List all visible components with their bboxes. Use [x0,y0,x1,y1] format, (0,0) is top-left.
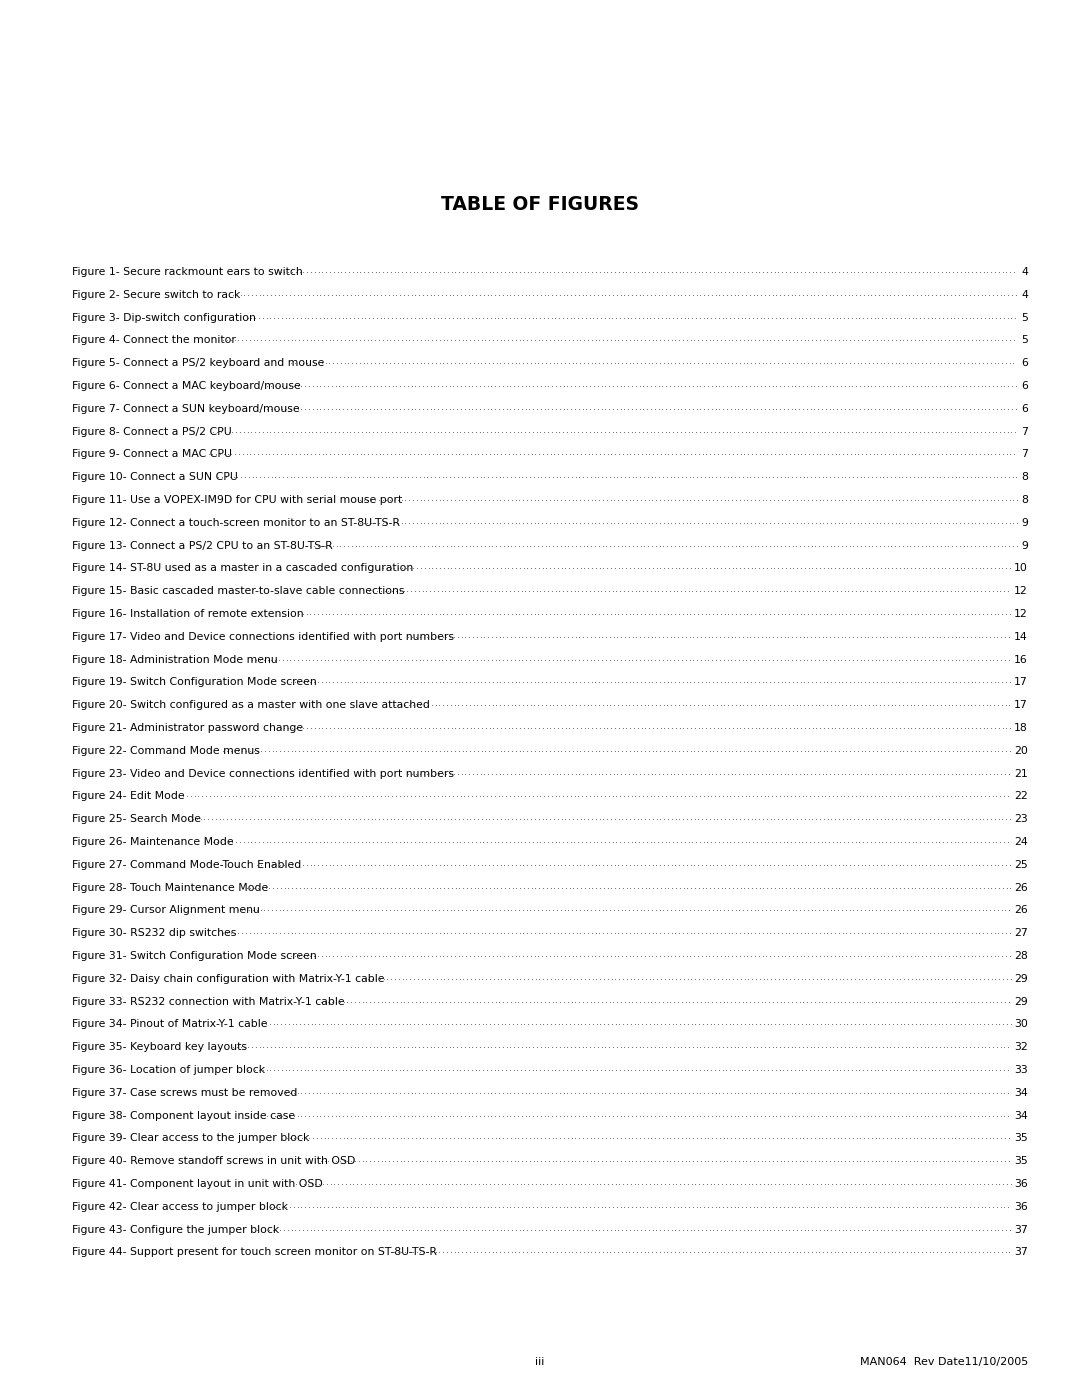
Text: 8: 8 [1021,495,1028,504]
Text: Figure 22- Command Mode menus: Figure 22- Command Mode menus [72,746,264,756]
Text: MAN064  Rev Date11/10/2005: MAN064 Rev Date11/10/2005 [860,1356,1028,1368]
Text: Figure 34- Pinout of Matrix-Y-1 cable: Figure 34- Pinout of Matrix-Y-1 cable [72,1020,271,1030]
Text: 6: 6 [1021,404,1028,414]
Text: Figure 30- RS232 dip switches: Figure 30- RS232 dip switches [72,928,240,939]
Text: Figure 10- Connect a SUN CPU: Figure 10- Connect a SUN CPU [72,472,241,482]
Text: 17: 17 [1014,700,1028,710]
Text: Figure 25- Search Mode: Figure 25- Search Mode [72,814,204,824]
Text: 29: 29 [1014,996,1028,1007]
Text: 21: 21 [1014,768,1028,778]
Text: Figure 5- Connect a PS/2 keyboard and mouse: Figure 5- Connect a PS/2 keyboard and mo… [72,358,328,369]
Text: 34: 34 [1014,1088,1028,1098]
Text: 5: 5 [1021,335,1028,345]
Text: 9: 9 [1021,541,1028,550]
Text: 35: 35 [1014,1157,1028,1166]
Text: 4: 4 [1021,289,1028,300]
Text: Figure 32- Daisy chain configuration with Matrix-Y-1 cable: Figure 32- Daisy chain configuration wit… [72,974,388,983]
Text: Figure 43- Configure the jumper block: Figure 43- Configure the jumper block [72,1225,280,1235]
Text: iii: iii [536,1356,544,1368]
Text: Figure 24- Edit Mode: Figure 24- Edit Mode [72,791,188,802]
Text: Figure 37- Case screws must be removed: Figure 37- Case screws must be removed [72,1088,301,1098]
Text: 7: 7 [1021,450,1028,460]
Text: 10: 10 [1014,563,1028,573]
Text: Figure 42- Clear access to jumper block: Figure 42- Clear access to jumper block [72,1201,288,1211]
Text: 36: 36 [1014,1179,1028,1189]
Text: 6: 6 [1021,381,1028,391]
Text: Figure 11- Use a VOPEX-IM9D for CPU with serial mouse port: Figure 11- Use a VOPEX-IM9D for CPU with… [72,495,402,504]
Text: TABLE OF FIGURES: TABLE OF FIGURES [441,196,639,215]
Text: Figure 39- Clear access to the jumper block: Figure 39- Clear access to the jumper bl… [72,1133,309,1143]
Text: 4: 4 [1021,267,1028,277]
Text: Figure 9- Connect a MAC CPU: Figure 9- Connect a MAC CPU [72,450,232,460]
Text: 26: 26 [1014,883,1028,893]
Text: Figure 38- Component layout inside case: Figure 38- Component layout inside case [72,1111,295,1120]
Text: Figure 1- Secure rackmount ears to switch: Figure 1- Secure rackmount ears to switc… [72,267,302,277]
Text: 6: 6 [1021,358,1028,369]
Text: Figure 27- Command Mode-Touch Enabled: Figure 27- Command Mode-Touch Enabled [72,859,301,870]
Text: Figure 17- Video and Device connections identified with port numbers: Figure 17- Video and Device connections … [72,631,454,641]
Text: Figure 21- Administrator password change: Figure 21- Administrator password change [72,724,307,733]
Text: 26: 26 [1014,905,1028,915]
Text: Figure 41- Component layout in unit with OSD: Figure 41- Component layout in unit with… [72,1179,326,1189]
Text: 9: 9 [1021,518,1028,528]
Text: Figure 15- Basic cascaded master-to-slave cable connections: Figure 15- Basic cascaded master-to-slav… [72,587,408,597]
Text: 20: 20 [1014,746,1028,756]
Text: 25: 25 [1014,859,1028,870]
Text: 34: 34 [1014,1111,1028,1120]
Text: 28: 28 [1014,951,1028,961]
Text: Figure 18- Administration Mode menu: Figure 18- Administration Mode menu [72,655,281,665]
Text: Figure 40- Remove standoff screws in unit with OSD: Figure 40- Remove standoff screws in uni… [72,1157,355,1166]
Text: 14: 14 [1014,631,1028,641]
Text: Figure 7- Connect a SUN keyboard/mouse: Figure 7- Connect a SUN keyboard/mouse [72,404,303,414]
Text: Figure 28- Touch Maintenance Mode: Figure 28- Touch Maintenance Mode [72,883,272,893]
Text: Figure 20- Switch configured as a master with one slave attached: Figure 20- Switch configured as a master… [72,700,433,710]
Text: Figure 35- Keyboard key layouts: Figure 35- Keyboard key layouts [72,1042,251,1052]
Text: Figure 19- Switch Configuration Mode screen: Figure 19- Switch Configuration Mode scr… [72,678,321,687]
Text: 22: 22 [1014,791,1028,802]
Text: Figure 16- Installation of remote extension: Figure 16- Installation of remote extens… [72,609,307,619]
Text: Figure 36- Location of jumper block: Figure 36- Location of jumper block [72,1065,265,1076]
Text: 12: 12 [1014,587,1028,597]
Text: Figure 33- RS232 connection with Matrix-Y-1 cable: Figure 33- RS232 connection with Matrix-… [72,996,348,1007]
Text: 24: 24 [1014,837,1028,847]
Text: Figure 14- ST-8U used as a master in a cascaded configuration: Figure 14- ST-8U used as a master in a c… [72,563,417,573]
Text: 23: 23 [1014,814,1028,824]
Text: 33: 33 [1014,1065,1028,1076]
Text: 36: 36 [1014,1201,1028,1211]
Text: 18: 18 [1014,724,1028,733]
Text: Figure 26- Maintenance Mode: Figure 26- Maintenance Mode [72,837,238,847]
Text: Figure 4- Connect the monitor: Figure 4- Connect the monitor [72,335,240,345]
Text: 7: 7 [1021,426,1028,437]
Text: 32: 32 [1014,1042,1028,1052]
Text: 37: 37 [1014,1248,1028,1257]
Text: 30: 30 [1014,1020,1028,1030]
Text: 29: 29 [1014,974,1028,983]
Text: Figure 12- Connect a touch-screen monitor to an ST-8U-TS-R: Figure 12- Connect a touch-screen monito… [72,518,400,528]
Text: 17: 17 [1014,678,1028,687]
Text: Figure 3- Dip-switch configuration: Figure 3- Dip-switch configuration [72,313,259,323]
Text: 37: 37 [1014,1225,1028,1235]
Text: Figure 6- Connect a MAC keyboard/mouse: Figure 6- Connect a MAC keyboard/mouse [72,381,305,391]
Text: Figure 13- Connect a PS/2 CPU to an ST-8U-TS-R: Figure 13- Connect a PS/2 CPU to an ST-8… [72,541,336,550]
Text: 27: 27 [1014,928,1028,939]
Text: Figure 31- Switch Configuration Mode screen: Figure 31- Switch Configuration Mode scr… [72,951,321,961]
Text: 8: 8 [1021,472,1028,482]
Text: 35: 35 [1014,1133,1028,1143]
Text: Figure 29- Cursor Alignment menu: Figure 29- Cursor Alignment menu [72,905,264,915]
Text: Figure 23- Video and Device connections identified with port numbers: Figure 23- Video and Device connections … [72,768,454,778]
Text: 16: 16 [1014,655,1028,665]
Text: Figure 8- Connect a PS/2 CPU: Figure 8- Connect a PS/2 CPU [72,426,232,437]
Text: Figure 2- Secure switch to rack: Figure 2- Secure switch to rack [72,289,244,300]
Text: 12: 12 [1014,609,1028,619]
Text: Figure 44- Support present for touch screen monitor on ST-8U-TS-R: Figure 44- Support present for touch scr… [72,1248,437,1257]
Text: 5: 5 [1021,313,1028,323]
